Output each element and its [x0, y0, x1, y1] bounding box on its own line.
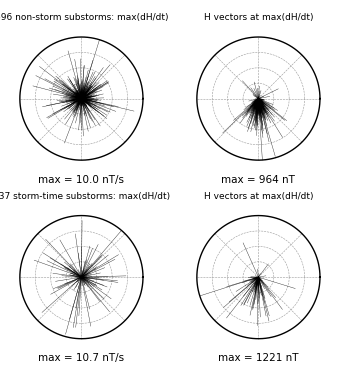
Text: max = 1221 nT: max = 1221 nT — [218, 353, 299, 363]
Text: max = 964 nT: max = 964 nT — [222, 175, 295, 185]
Text: H vectors at max(dH/dt): H vectors at max(dH/dt) — [204, 192, 313, 201]
Text: max = 10.0 nT/s: max = 10.0 nT/s — [39, 175, 124, 185]
Text: 696 non-storm substorms: max(dH/dt): 696 non-storm substorms: max(dH/dt) — [0, 13, 168, 22]
Text: 137 storm-time substorms: max(dH/dt): 137 storm-time substorms: max(dH/dt) — [0, 192, 170, 201]
Text: H vectors at max(dH/dt): H vectors at max(dH/dt) — [204, 13, 313, 22]
Text: max = 10.7 nT/s: max = 10.7 nT/s — [38, 353, 125, 363]
